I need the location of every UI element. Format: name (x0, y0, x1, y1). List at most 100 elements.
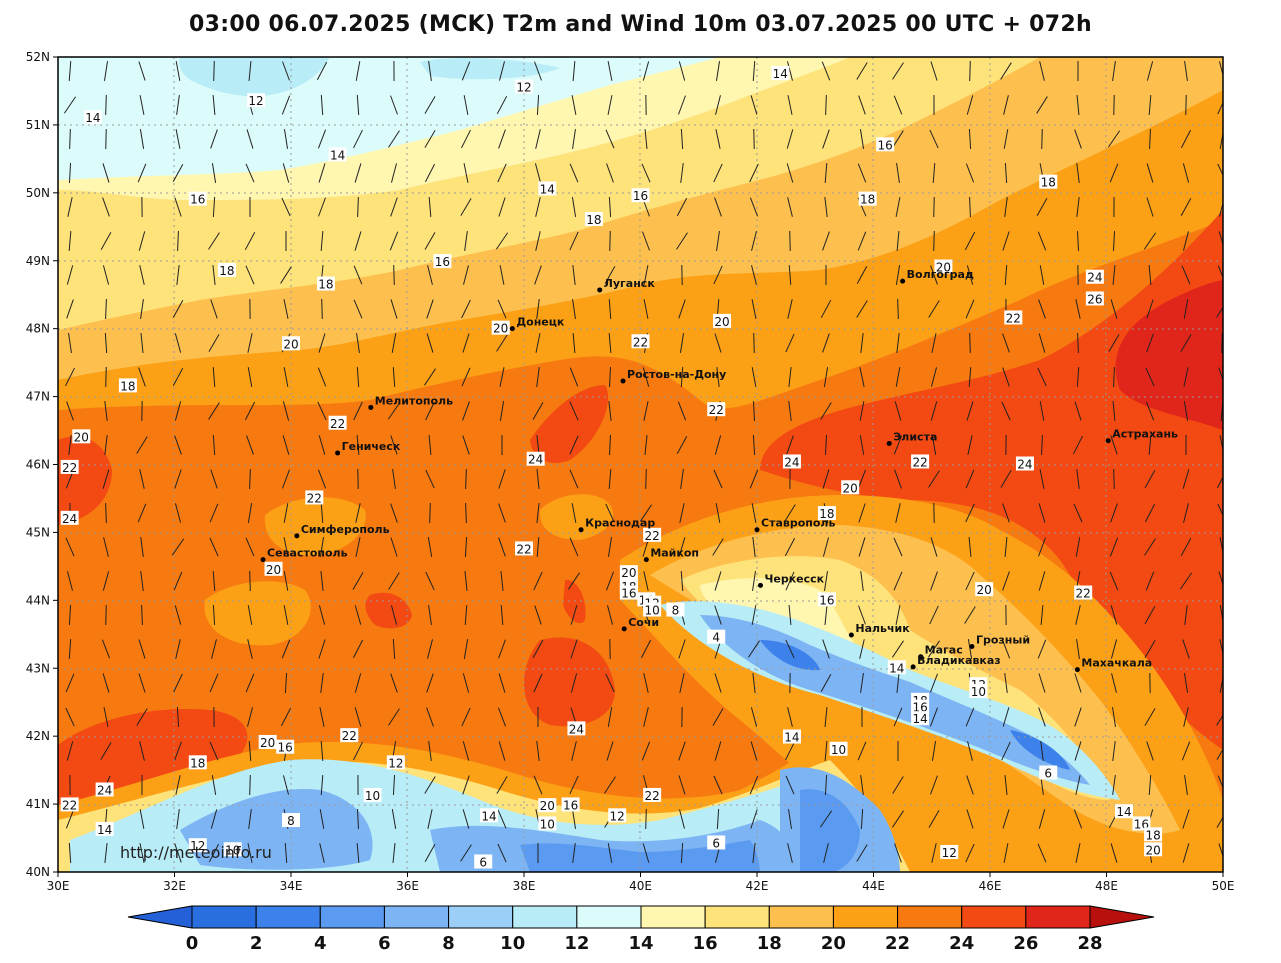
lat-tick-label: 50N (26, 186, 50, 200)
wind-barb (495, 232, 509, 250)
wind-barb (713, 163, 723, 183)
wind-barb (391, 809, 397, 829)
wind-barb (497, 707, 507, 727)
wind-barb (1002, 333, 1010, 353)
wind-barb (464, 536, 468, 558)
wind-barb (789, 230, 791, 252)
wind-barb (248, 740, 252, 762)
wind-barb (247, 605, 253, 625)
isotherm-label: 20 (283, 337, 298, 351)
wind-barb (354, 707, 362, 727)
isotherm-label-bg (1039, 765, 1058, 780)
wind-barb (823, 367, 829, 387)
wind-barb (749, 469, 759, 489)
wind-barb (1149, 128, 1151, 150)
wind-barb (65, 809, 75, 829)
wind-barb (390, 503, 398, 523)
wind-barb (424, 232, 436, 250)
isotherm-label: 18 (219, 264, 234, 278)
wind-barb (929, 673, 939, 693)
city-label: Астрахань (1112, 428, 1178, 441)
wind-barb (642, 61, 650, 81)
wind-barb (174, 843, 182, 863)
wind-barb (571, 503, 577, 523)
wind-barb (356, 842, 360, 864)
isotherm-label: 10 (645, 604, 660, 618)
wind-barb (428, 61, 432, 81)
isotherm-label: 14 (1116, 805, 1131, 819)
isotherm-label-bg (386, 755, 405, 770)
wind-barb (356, 94, 360, 116)
wind-barb (353, 741, 363, 761)
wind-barb (680, 469, 684, 489)
wind-barb (139, 265, 145, 285)
wind-barb (320, 94, 324, 116)
wind-barb (282, 61, 290, 81)
wind-barb (1076, 94, 1080, 116)
colorbar-segment (961, 905, 1027, 929)
wind-barb (680, 570, 684, 592)
wind-barb (1077, 230, 1079, 252)
wind-barb (210, 469, 218, 489)
city-dot (757, 582, 763, 588)
wind-barb (460, 844, 472, 862)
wind-barb (788, 809, 792, 829)
isotherm-label: 24 (1017, 458, 1032, 472)
isotherm-label: 10 (540, 817, 555, 831)
wind-barb (571, 809, 577, 829)
wind-barb (1110, 843, 1118, 863)
wind-barb (893, 571, 903, 591)
map-title: 03:00 06.07.2025 (MCK) T2m and Wind 10m … (189, 12, 1092, 37)
wind-barb (280, 266, 292, 284)
wind-barb (244, 231, 256, 251)
wind-barb (319, 843, 325, 863)
wind-barb (65, 673, 75, 693)
wind-barb (318, 197, 326, 217)
wind-barb (749, 197, 759, 217)
wind-barb (427, 809, 433, 829)
wind-barb (927, 640, 941, 658)
wind-barb (1146, 197, 1154, 217)
isotherm-label-bg (515, 79, 533, 94)
isotherm-label-bg (940, 844, 959, 859)
wind-barb (249, 774, 251, 796)
city-dot (621, 626, 627, 632)
wind-barb (605, 673, 615, 693)
isotherm-label-bg (340, 728, 359, 743)
wind-barb (928, 470, 940, 488)
wind-barb (715, 129, 721, 149)
wind-barb (209, 673, 219, 693)
colorbar-segment (704, 905, 770, 929)
wind-barb (1109, 571, 1119, 591)
isotherm-label-bg (713, 313, 732, 328)
wind-barb (859, 435, 865, 455)
wind-barb (931, 843, 937, 863)
wind-barb (465, 468, 467, 490)
wind-barb (1110, 639, 1118, 659)
wind-barb (500, 604, 504, 626)
wind-barb (536, 503, 540, 523)
wind-barb (173, 571, 183, 591)
wind-barb (644, 435, 648, 455)
isotherm-label: 10 (225, 843, 240, 857)
wind-barb (606, 163, 614, 183)
wind-barb (678, 775, 686, 795)
wind-barb (930, 367, 938, 387)
isotherm-label: 24 (528, 453, 543, 467)
wind-barb (715, 95, 721, 115)
colorbar-tick-label: 2 (250, 933, 263, 954)
wind-barb (498, 469, 506, 489)
wind-barb (714, 435, 722, 455)
wind-barb (102, 197, 110, 217)
colorbar-tick-label: 14 (628, 933, 653, 954)
wind-barb (103, 537, 109, 557)
wind-barb (283, 537, 289, 557)
wind-barb (1219, 435, 1223, 453)
wind-barb (749, 163, 759, 183)
isotherm-label-bg (276, 739, 295, 754)
wind-barb (68, 60, 72, 82)
city-dot (754, 527, 760, 533)
wind-barb (1217, 265, 1223, 279)
wind-barb (498, 197, 506, 217)
isotherm-label-bg (247, 93, 266, 108)
